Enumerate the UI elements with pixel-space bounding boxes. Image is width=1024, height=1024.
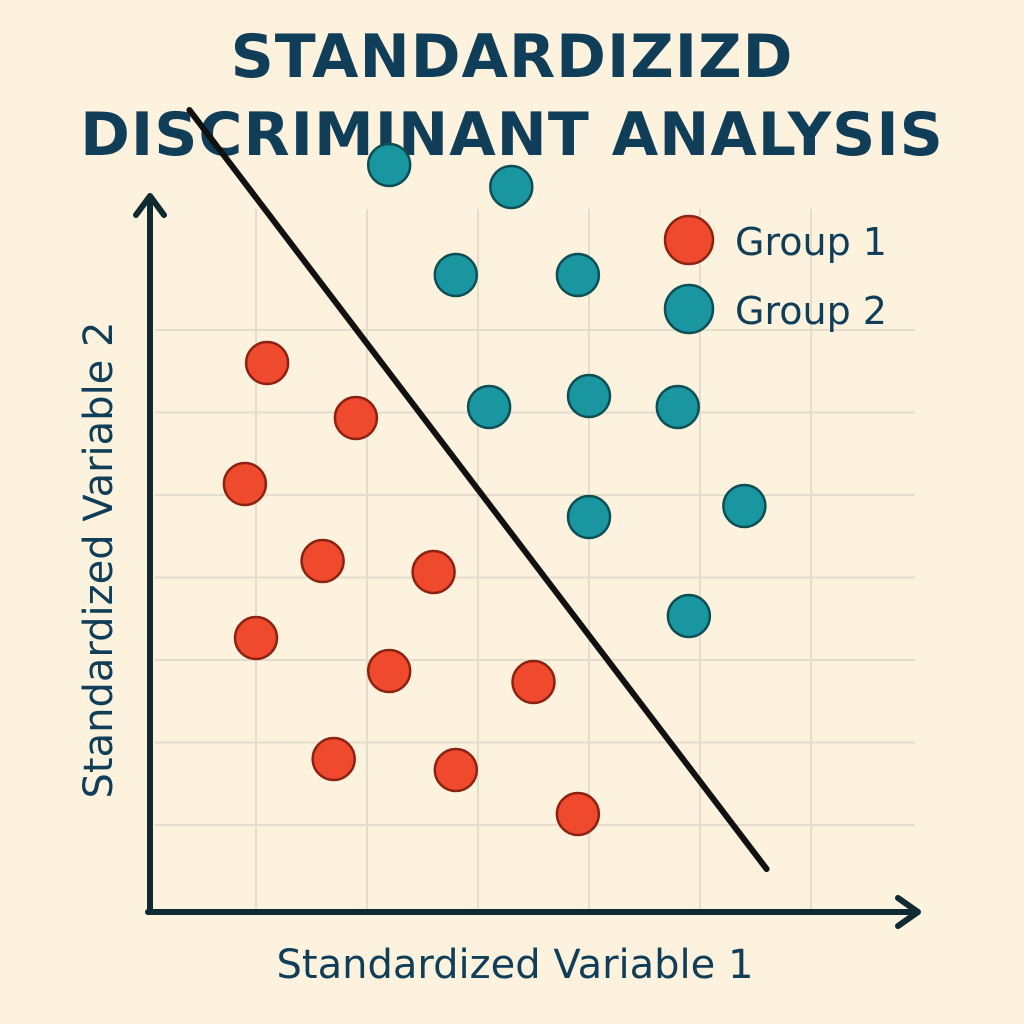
group-2-point — [722, 483, 767, 529]
group-1-point — [311, 736, 356, 782]
group-1-point — [333, 395, 379, 441]
legend-label-group-2: Group 2 — [735, 289, 887, 333]
x-axis-arrow — [895, 895, 921, 929]
group-2-point — [366, 142, 412, 188]
group-1-point — [555, 791, 601, 837]
group-1-point — [433, 747, 479, 793]
legend-marker-group-1 — [663, 214, 715, 266]
group-1-point — [411, 549, 456, 595]
group-2-point — [566, 494, 612, 540]
chart-title-line-1: STANDARDIZIZD — [230, 22, 794, 92]
group-2-point — [489, 164, 534, 210]
group-1-point — [300, 538, 345, 584]
group-2-point — [433, 252, 479, 298]
x-axis-label: Standardized Variable 1 — [277, 942, 754, 988]
group-1-point — [366, 648, 412, 694]
group-2-point — [466, 384, 512, 430]
group-1-point — [244, 340, 290, 386]
discriminant-line — [186, 107, 770, 872]
group-2-point — [666, 593, 712, 639]
group-1-point — [222, 461, 268, 507]
group-1-point — [511, 659, 556, 705]
y-axis-arrow — [133, 193, 167, 218]
y-axis-label: Standardized Variable 2 — [76, 322, 122, 799]
group-2-point — [655, 384, 701, 430]
legend-marker-group-2 — [663, 283, 715, 335]
group-2-point — [566, 373, 612, 419]
legend-label-group-1: Group 1 — [735, 220, 887, 264]
group-2-point — [555, 252, 601, 298]
legend: Group 1 Group 2 — [663, 214, 887, 335]
group-1-point — [233, 615, 279, 661]
discriminant-line-group — [186, 107, 770, 872]
data-points — [222, 142, 767, 837]
chart-axes — [133, 193, 921, 929]
